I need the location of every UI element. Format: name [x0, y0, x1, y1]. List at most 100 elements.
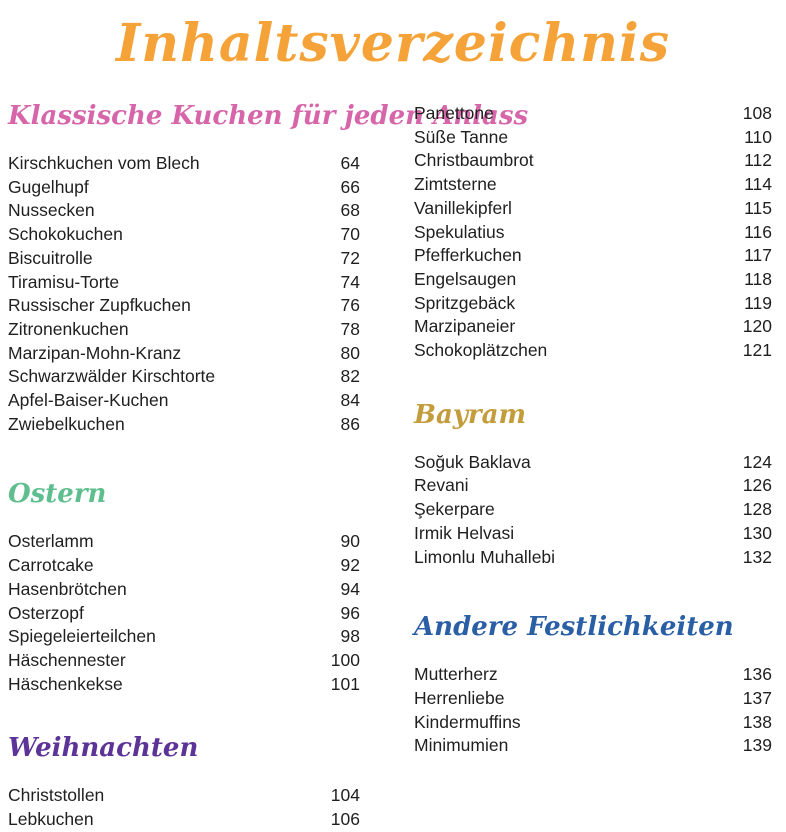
page-title: Inhaltsverzeichnis [115, 12, 671, 74]
recipe-title: Soğuk Baklava [414, 451, 531, 472]
recipe-title: Panettone [414, 103, 494, 123]
page-number: 115 [744, 197, 772, 218]
page-number: 82 [340, 366, 360, 387]
recipe-title: Engelsaugen [414, 268, 517, 289]
page-number: 126 [742, 475, 772, 496]
recipe-title: Carrotcake [8, 555, 94, 576]
toc-entry: Schwarzwälder Kirschtorte 82 [8, 365, 360, 389]
page-number: 90 [340, 531, 360, 552]
page-number: 98 [340, 626, 360, 647]
toc-entry: Kindermuffins 138 [414, 711, 772, 735]
section-klassische-kuchen: Klassische Kuchen für jeden Anlass Kirsc… [8, 98, 529, 437]
section-bayram: Bayram Soğuk Baklava 124 Revani 126 Şeke… [414, 397, 772, 570]
page-number: 78 [340, 318, 360, 339]
recipe-title: Apfel-Baiser-Kuchen [8, 390, 169, 411]
page-number: 100 [330, 649, 360, 670]
page-number: 76 [340, 295, 360, 316]
page-number: 117 [744, 245, 772, 266]
toc-entry: Soğuk Baklava 124 [414, 451, 772, 475]
page-number: 124 [742, 451, 772, 472]
recipe-title: Schwarzwälder Kirschtorte [8, 366, 216, 387]
toc-column-right: Panettone 108 Süße Tanne 110 Christbaumb… [414, 98, 772, 832]
toc-entry: Süße Tanne 110 [414, 126, 772, 150]
recipe-title: Gugelhupf [8, 176, 89, 197]
section-heading-klassische-kuchen: Klassische Kuchen für jeden Anlass [8, 101, 529, 131]
section-andere-festlichkeiten: Andere Festlichkeiten Mutterherz 136 Her… [414, 609, 772, 758]
recipe-title: Zitronenkuchen [8, 318, 129, 339]
recipe-title: Zwiebelkuchen [8, 413, 125, 434]
toc-entry: Christstollen 104 [8, 784, 360, 808]
recipe-title: Hasenbrötchen [8, 578, 127, 599]
recipe-title: Christstollen [8, 785, 105, 806]
recipe-title: Mutterherz [414, 664, 498, 685]
toc-entry: Kirschkuchen vom Blech 64 [8, 152, 360, 176]
toc-entry: Zwiebelkuchen 86 [8, 413, 360, 437]
toc-entry: Engelsaugen 118 [414, 268, 772, 292]
toc-entry: Schokoplätzchen 121 [414, 339, 772, 363]
toc-entry: Marzipan-Mohn-Kranz 80 [8, 342, 360, 366]
recipe-title: Irmik Helvasi [414, 522, 515, 543]
toc-entry: Osterlamm 90 [8, 530, 360, 554]
toc-entry: Minimumien 139 [414, 734, 772, 758]
page-number: 101 [330, 673, 360, 694]
recipe-title: Osterlamm [8, 531, 94, 552]
page-number: 130 [742, 522, 772, 543]
recipe-title: Schokoplätzchen [414, 340, 548, 361]
toc-entry: Herrenliebe 137 [414, 687, 772, 711]
page-number: 119 [744, 292, 772, 313]
recipe-title: Spiegeleierteilchen [8, 626, 156, 647]
section-heading-andere-festlichkeiten: Andere Festlichkeiten [414, 612, 734, 643]
recipe-title: Şekerpare [414, 499, 495, 520]
page-number: 70 [340, 224, 360, 245]
page-number: 74 [340, 271, 360, 292]
toc-entry: Panettone 108 [414, 102, 772, 126]
toc-entry: Spiegeleierteilchen 98 [8, 625, 360, 649]
section-weihnachten-continued: Panettone 108 Süße Tanne 110 Christbaumb… [414, 102, 772, 363]
page-number: 104 [330, 785, 360, 806]
toc-entry: Marzipaneier 120 [414, 315, 772, 339]
page-number: 92 [340, 555, 360, 576]
recipe-title: Vanillekipferl [414, 197, 512, 218]
page-number: 132 [742, 546, 772, 567]
toc-columns: Klassische Kuchen für jeden Anlass Kirsc… [0, 98, 786, 832]
toc-entry: Vanillekipferl 115 [414, 197, 772, 221]
page-number: 86 [340, 413, 360, 434]
recipe-title: Revani [414, 475, 469, 496]
toc-entry: Carrotcake 92 [8, 554, 360, 578]
page-number: 137 [742, 687, 772, 708]
page-number: 136 [742, 664, 772, 685]
section-ostern: Ostern Osterlamm 90 Carrotcake 92 Hasenb… [8, 476, 360, 696]
toc-entry: Zitronenkuchen 78 [8, 318, 360, 342]
recipe-title: Lebkuchen [8, 809, 94, 830]
recipe-title: Kirschkuchen vom Blech [8, 153, 200, 173]
toc-entry: Gugelhupf 66 [8, 176, 360, 200]
page-number: 94 [340, 578, 360, 599]
toc-entry: Lebkuchen 106 [8, 808, 360, 832]
recipe-title: Russischer Zupfkuchen [8, 295, 191, 316]
toc-entry: Nussecken 68 [8, 199, 360, 223]
recipe-title: Pfefferkuchen [414, 245, 522, 266]
toc-entry: Schokokuchen 70 [8, 223, 360, 247]
recipe-title: Osterzopf [8, 602, 84, 623]
recipe-title: Häschennester [8, 649, 126, 670]
toc-entry: Revani 126 [414, 474, 772, 498]
recipe-title: Marzipaneier [414, 316, 516, 337]
page-number: 114 [744, 174, 772, 195]
toc-entry: Biscuitrolle 72 [8, 247, 360, 271]
recipe-title: Biscuitrolle [8, 247, 93, 268]
page-number: 64 [340, 153, 360, 173]
page-number: 121 [742, 340, 772, 361]
toc-entry: Spritzgebäck 119 [414, 292, 772, 316]
toc-entry: Russischer Zupfkuchen 76 [8, 294, 360, 318]
section-heading-ostern: Ostern [8, 479, 107, 510]
toc-entry: Apfel-Baiser-Kuchen 84 [8, 389, 360, 413]
recipe-title: Kindermuffins [414, 711, 521, 732]
page-number: 68 [340, 200, 360, 221]
recipe-title: Häschenkekse [8, 673, 123, 694]
toc-entry: Hasenbrötchen 94 [8, 578, 360, 602]
page-number: 108 [742, 103, 772, 123]
section-heading-bayram: Bayram [414, 399, 526, 430]
page-number: 106 [330, 809, 360, 830]
toc-entry: Irmik Helvasi 130 [414, 522, 772, 546]
page-number: 66 [340, 176, 360, 197]
